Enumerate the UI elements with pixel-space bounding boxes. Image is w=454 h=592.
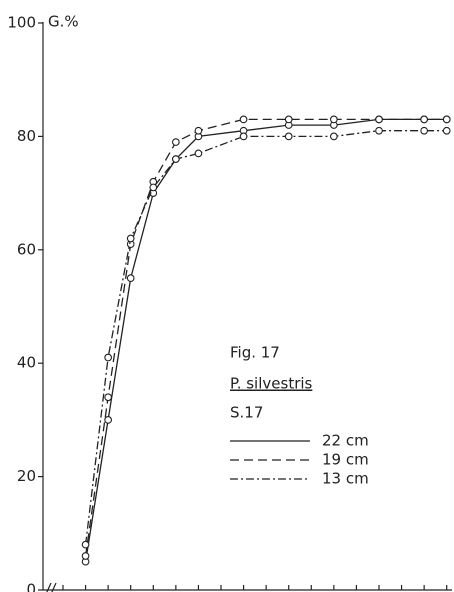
data-point xyxy=(330,132,338,141)
data-point xyxy=(149,183,158,192)
data-point xyxy=(104,393,112,402)
annotation: P. silvestris xyxy=(230,375,313,393)
data-point xyxy=(284,132,293,141)
legend-label: 13 cm xyxy=(322,470,369,488)
data-point xyxy=(239,115,248,124)
annotation: S.17 xyxy=(230,404,263,422)
y-tick-label: 80 xyxy=(17,127,36,145)
data-point xyxy=(126,274,135,283)
data-point xyxy=(194,149,203,158)
legend-label: 22 cm xyxy=(322,432,369,450)
data-point xyxy=(420,126,428,135)
y-tick-label: 0 xyxy=(26,581,36,592)
annotation: Fig. 17 xyxy=(230,344,280,362)
data-point xyxy=(172,155,180,163)
data-point xyxy=(104,353,112,362)
series-line xyxy=(84,118,447,562)
data-point xyxy=(81,540,90,549)
data-point xyxy=(284,115,293,124)
series-line xyxy=(84,130,447,545)
series-line xyxy=(84,118,447,557)
data-point xyxy=(442,126,451,135)
y-tick-label: 100 xyxy=(7,14,36,32)
data-point xyxy=(375,126,383,135)
y-tick-label: 60 xyxy=(17,240,36,258)
data-point xyxy=(375,115,383,124)
data-point xyxy=(81,552,90,560)
data-point xyxy=(194,126,203,135)
data-point xyxy=(330,115,338,124)
y-tick-label: 20 xyxy=(17,467,36,485)
data-point xyxy=(442,115,451,124)
data-point xyxy=(239,132,248,141)
y-tick-label: 40 xyxy=(17,354,36,372)
y-axis-label: G.% xyxy=(48,13,79,31)
legend-label: 19 cm xyxy=(322,451,369,469)
data-point xyxy=(172,138,180,146)
axis-break xyxy=(46,582,57,592)
data-point xyxy=(104,416,112,424)
data-point xyxy=(420,115,428,124)
data-point xyxy=(126,234,135,243)
